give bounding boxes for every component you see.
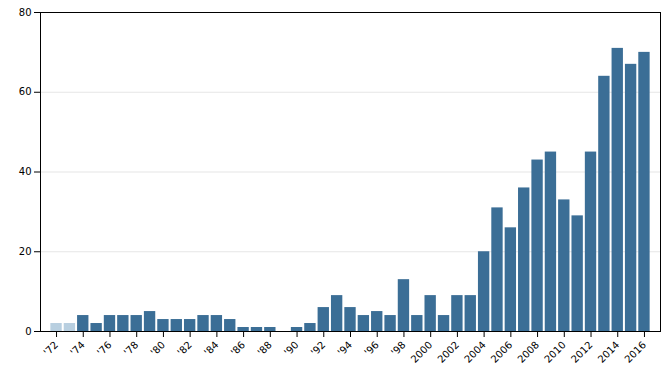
svg-text:2002: 2002 bbox=[435, 339, 461, 365]
svg-text:2012: 2012 bbox=[569, 339, 595, 365]
svg-text:'98: '98 bbox=[389, 339, 408, 358]
svg-text:'76: '76 bbox=[95, 339, 114, 358]
svg-text:20: 20 bbox=[19, 246, 32, 257]
svg-text:'78: '78 bbox=[122, 339, 141, 358]
svg-text:'82: '82 bbox=[175, 339, 194, 358]
svg-text:2004: 2004 bbox=[462, 339, 488, 365]
svg-text:'96: '96 bbox=[362, 339, 381, 358]
svg-text:80: 80 bbox=[19, 7, 32, 18]
svg-text:40: 40 bbox=[19, 166, 32, 177]
svg-text:0: 0 bbox=[25, 326, 31, 337]
svg-text:'86: '86 bbox=[229, 339, 248, 358]
svg-text:'92: '92 bbox=[309, 339, 328, 358]
svg-text:2010: 2010 bbox=[542, 339, 568, 365]
svg-text:'72: '72 bbox=[41, 339, 60, 358]
svg-text:2006: 2006 bbox=[489, 339, 515, 365]
svg-text:2016: 2016 bbox=[622, 339, 648, 365]
svg-text:2008: 2008 bbox=[515, 339, 541, 365]
svg-text:'74: '74 bbox=[68, 339, 87, 358]
svg-text:'84: '84 bbox=[202, 339, 221, 358]
svg-text:'88: '88 bbox=[255, 339, 274, 358]
svg-text:2000: 2000 bbox=[409, 339, 435, 365]
svg-text:'80: '80 bbox=[148, 339, 167, 358]
svg-text:60: 60 bbox=[19, 86, 32, 97]
svg-text:'90: '90 bbox=[282, 339, 301, 358]
svg-text:2014: 2014 bbox=[596, 339, 622, 365]
svg-text:'94: '94 bbox=[335, 339, 354, 358]
